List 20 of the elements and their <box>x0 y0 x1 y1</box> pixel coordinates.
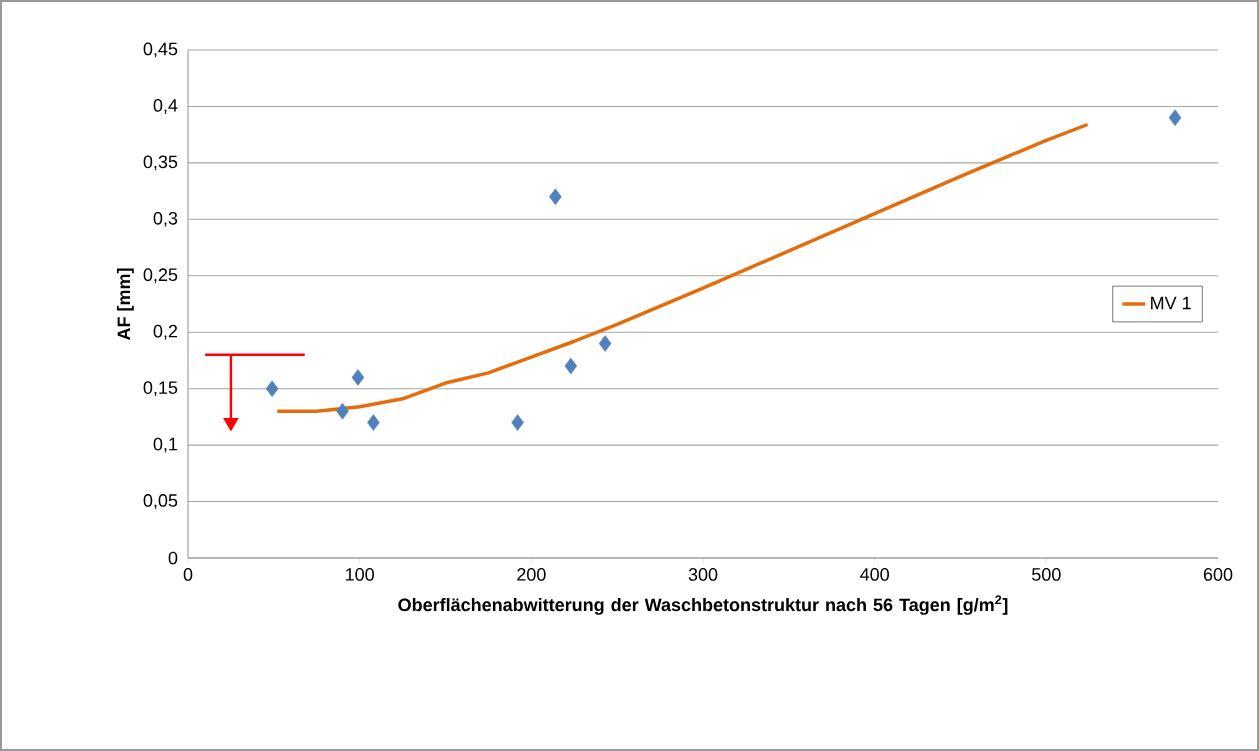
x-tick-label: 100 <box>346 568 374 581</box>
y-tick-label: 0,15 <box>143 381 178 397</box>
y-tick-label: 0,3 <box>153 211 178 227</box>
legend-label: MV 1 <box>1151 296 1191 310</box>
y-tick-label: 0,2 <box>153 324 178 340</box>
x-tick-label: 600 <box>1203 568 1233 581</box>
y-tick-label: 0,1 <box>153 437 178 453</box>
x-tick-label: 200 <box>517 568 546 581</box>
y-tick-label: 0,35 <box>143 155 178 171</box>
y-tick-label: 0,05 <box>143 494 178 509</box>
x-tick-label: 400 <box>860 568 889 581</box>
x-axis-title: Oberflächenabwitterung der Waschbetonstruktur nach 56 Tagen [g/m$^{2}$] <box>398 595 1008 615</box>
x-tick-label: 500 <box>1032 568 1061 581</box>
y-tick-label: 0,45 <box>143 42 178 58</box>
y-tick-label: 0 <box>168 551 178 565</box>
x-tick-label: 0 <box>183 568 193 581</box>
x-tick-label: 300 <box>688 568 718 581</box>
y-axis-title: AF [mm] <box>116 268 134 341</box>
y-tick-label: 0,25 <box>143 268 178 284</box>
y-tick-label: 0,4 <box>153 99 178 114</box>
